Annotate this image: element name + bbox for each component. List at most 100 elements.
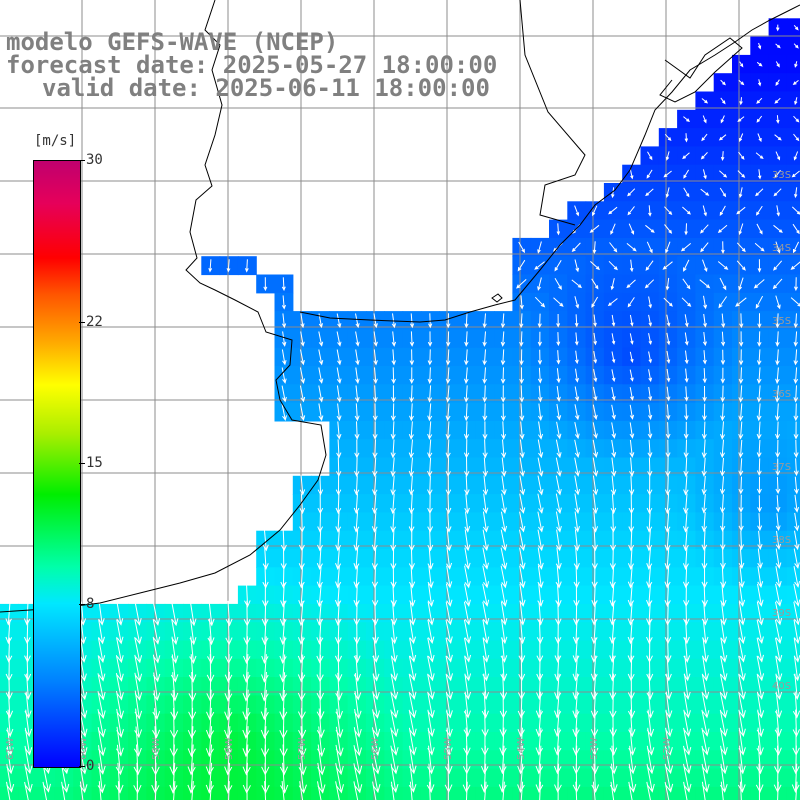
wind-arrow — [500, 403, 506, 422]
wind-arrow — [133, 744, 142, 776]
wind-arrow — [408, 421, 414, 440]
wind-arrow — [626, 243, 637, 252]
colorbar-unit: [m/s] — [34, 133, 77, 149]
wind-arrow — [681, 297, 692, 307]
wind-arrow — [574, 368, 579, 383]
wind-cell — [786, 549, 800, 568]
wind-arrow — [116, 690, 124, 720]
wind-arrow — [427, 547, 434, 570]
wind-arrow — [664, 565, 671, 589]
wind-arrow — [280, 583, 287, 608]
wind-cell — [54, 786, 74, 800]
wind-arrow — [482, 331, 487, 347]
wind-arrow — [756, 223, 763, 235]
wind-arrow — [281, 277, 286, 292]
wind-arrow — [554, 278, 562, 290]
wind-arrow — [793, 151, 799, 161]
wind-arrow — [519, 583, 526, 607]
wind-arrow — [482, 475, 489, 496]
wind-arrow — [757, 259, 762, 273]
wind-arrow — [738, 277, 744, 291]
wind-arrow — [629, 333, 634, 345]
wind-arrow — [627, 619, 635, 645]
wind-arrow — [793, 619, 800, 645]
wind-arrow — [537, 367, 543, 384]
wind-arrow — [593, 314, 597, 328]
wind-arrow — [721, 241, 725, 254]
wind-arrow — [757, 42, 762, 50]
wind-arrow — [260, 689, 269, 721]
wind-arrow — [609, 727, 618, 756]
wind-arrow — [719, 439, 726, 459]
wind-arrow — [776, 115, 780, 124]
wind-arrow — [757, 331, 762, 347]
wind-arrow — [353, 475, 360, 496]
wind-arrow — [516, 279, 527, 289]
wind-arrow — [335, 763, 344, 794]
wind-arrow — [445, 583, 453, 607]
wind-arrow — [700, 188, 710, 196]
wind-arrow — [646, 763, 655, 793]
wind-arrow — [756, 655, 765, 682]
wind-arrow — [316, 547, 323, 570]
wind-arrow — [171, 601, 179, 627]
wind-arrow — [371, 511, 378, 533]
wind-arrow — [756, 745, 764, 775]
wind-arrow — [682, 511, 689, 533]
wind-arrow — [555, 475, 562, 496]
wind-arrow — [666, 350, 671, 364]
wind-arrow — [629, 259, 634, 273]
wind-arrow — [664, 475, 671, 496]
wind-cell — [786, 146, 800, 166]
wind-arrow — [593, 332, 597, 346]
wind-arrow — [775, 24, 780, 32]
wind-arrow — [611, 369, 616, 383]
wind-arrow — [499, 745, 507, 775]
wind-arrow — [717, 224, 728, 234]
wind-arrow — [793, 277, 798, 292]
wind-arrow — [335, 493, 342, 515]
wind-arrow — [720, 385, 726, 403]
wind-arrow — [775, 331, 780, 347]
wind-arrow — [756, 637, 764, 663]
wind-arrow — [464, 529, 471, 552]
wind-arrow — [371, 529, 378, 552]
wind-arrow — [719, 691, 728, 719]
wind-arrow — [757, 583, 764, 607]
wind-arrow — [591, 619, 598, 645]
wind-arrow — [206, 689, 215, 721]
wind-arrow — [318, 331, 324, 347]
wind-arrow — [609, 655, 617, 682]
wind-cell — [695, 786, 715, 800]
colorbar-tick-label: 8 — [86, 596, 95, 613]
wind-arrow — [627, 691, 636, 719]
wind-arrow — [5, 673, 13, 701]
wind-arrow — [427, 655, 435, 682]
longitude-label: 61W — [5, 737, 16, 760]
wind-arrow — [775, 295, 781, 310]
wind-arrow — [646, 493, 653, 515]
wind-arrow — [755, 152, 764, 160]
wind-cell — [366, 786, 385, 800]
wind-arrow — [115, 655, 124, 682]
longitude-label: 59W — [151, 737, 162, 760]
wind-arrow — [646, 727, 655, 756]
wind-arrow — [683, 781, 688, 800]
wind-arrow — [444, 745, 453, 775]
wind-arrow — [281, 331, 287, 347]
wind-arrow — [502, 781, 505, 800]
wind-arrow — [427, 511, 434, 533]
wind-arrow — [556, 223, 561, 236]
wind-cell — [677, 786, 696, 800]
wind-arrow — [738, 223, 744, 236]
wind-arrow — [574, 529, 580, 552]
wind-arrow — [756, 691, 765, 719]
wind-cell — [347, 786, 367, 800]
wind-arrow — [519, 511, 526, 533]
wind-arrow — [390, 745, 399, 775]
wind-arrow — [535, 709, 544, 738]
wind-arrow — [482, 349, 487, 366]
wind-arrow — [317, 762, 326, 794]
wind-arrow — [316, 708, 325, 739]
wind-arrow — [152, 690, 161, 720]
